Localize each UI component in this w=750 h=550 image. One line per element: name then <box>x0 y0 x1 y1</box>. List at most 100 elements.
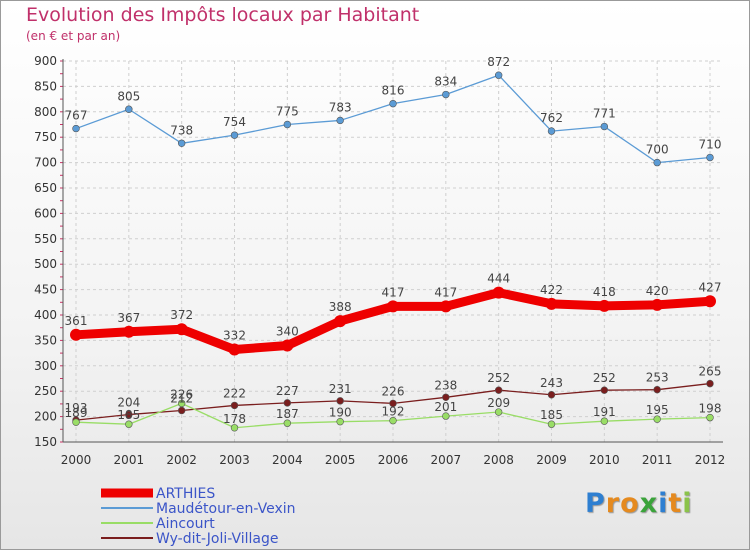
data-point <box>492 286 505 299</box>
proxiti-logo: Proxiti <box>585 488 693 519</box>
data-point <box>283 419 292 427</box>
data-label: 209 <box>487 396 510 410</box>
data-point <box>283 399 292 407</box>
logo-letter: i <box>658 488 669 519</box>
data-label: 238 <box>434 378 457 392</box>
logo-letter: t <box>668 488 683 519</box>
data-point <box>706 413 714 422</box>
data-label: 805 <box>117 89 140 103</box>
data-label: 388 <box>329 300 352 314</box>
data-point <box>125 420 133 428</box>
data-point <box>653 415 661 423</box>
data-point <box>125 105 133 113</box>
x-tick-label: 2010 <box>589 453 620 467</box>
x-tick-label: 2008 <box>483 453 514 467</box>
data-label: 754 <box>223 115 246 129</box>
data-label: 195 <box>646 403 669 417</box>
legend-label: ARTHIES <box>156 486 215 502</box>
data-label: 372 <box>170 308 193 322</box>
data-label: 187 <box>276 407 299 421</box>
data-label: 193 <box>65 401 88 415</box>
data-label: 178 <box>223 412 246 426</box>
data-point <box>72 418 80 426</box>
data-label: 700 <box>646 143 669 157</box>
y-tick-label: 850 <box>34 79 57 93</box>
data-point <box>439 300 452 313</box>
data-point <box>547 127 556 135</box>
x-tick-label: 2005 <box>325 453 356 467</box>
data-point <box>442 90 450 99</box>
data-point <box>72 124 80 133</box>
data-point <box>122 325 135 338</box>
data-point <box>336 397 344 405</box>
x-tick-label: 2007 <box>431 453 462 467</box>
data-label: 420 <box>646 284 669 298</box>
data-label: 189 <box>65 406 88 420</box>
y-tick-label: 550 <box>34 232 57 246</box>
chart-subtitle: (en € et par an) <box>26 29 121 43</box>
data-label: 418 <box>593 285 616 299</box>
data-point <box>389 399 397 408</box>
y-tick-label: 750 <box>34 130 57 144</box>
y-tick-label: 600 <box>34 206 57 220</box>
data-label: 190 <box>329 406 352 420</box>
data-point <box>283 120 292 129</box>
data-point <box>545 297 558 310</box>
logo-letter: P <box>585 488 606 519</box>
data-label: 771 <box>593 107 616 121</box>
data-point <box>653 158 661 167</box>
data-label: 417 <box>382 285 405 299</box>
data-label: 767 <box>65 109 88 123</box>
x-tick-label: 2001 <box>114 453 145 467</box>
data-label: 265 <box>699 365 722 379</box>
logo-letter: x <box>639 488 659 519</box>
data-point <box>706 153 714 162</box>
data-label: 361 <box>65 314 88 328</box>
logo-letter: o <box>620 488 640 519</box>
legend-label: Wy-dit-Joli-Village <box>156 531 279 547</box>
x-tick-label: 2009 <box>536 453 567 467</box>
data-label: 231 <box>329 382 352 396</box>
data-label: 816 <box>382 84 405 98</box>
data-label: 191 <box>593 405 616 419</box>
data-label: 775 <box>276 105 299 119</box>
data-label: 252 <box>593 371 616 385</box>
data-label: 710 <box>699 138 722 152</box>
x-tick-label: 2012 <box>695 453 726 467</box>
data-point <box>125 410 133 419</box>
data-label: 227 <box>276 384 299 398</box>
legend-label: Aincourt <box>156 516 215 532</box>
y-tick-label: 450 <box>34 283 57 297</box>
chart-title: Evolution des Impôts locaux par Habitant <box>26 4 420 26</box>
data-label: 212 <box>170 392 193 406</box>
data-point <box>389 99 397 108</box>
data-label: 417 <box>434 285 457 299</box>
data-label: 204 <box>117 396 140 410</box>
data-point <box>228 343 241 356</box>
data-label: 226 <box>382 384 405 398</box>
x-tick-label: 2004 <box>272 453 303 467</box>
data-point <box>230 424 239 432</box>
data-point <box>600 386 609 394</box>
data-point <box>653 385 661 394</box>
y-tick-label: 150 <box>34 435 57 449</box>
y-tick-label: 900 <box>34 54 57 68</box>
y-tick-label: 300 <box>34 359 57 373</box>
data-point <box>336 417 344 426</box>
y-tick-label: 350 <box>34 333 57 347</box>
data-point <box>387 300 399 313</box>
data-point <box>177 406 186 415</box>
y-tick-label: 250 <box>34 384 57 398</box>
data-label: 185 <box>540 408 563 422</box>
y-tick-label: 200 <box>34 410 57 424</box>
data-label: 332 <box>223 329 246 343</box>
data-point <box>706 379 714 388</box>
data-point <box>442 412 450 420</box>
y-tick-label: 400 <box>34 308 57 322</box>
y-tick-label: 500 <box>34 257 57 271</box>
data-point <box>704 295 716 308</box>
data-point <box>334 315 347 328</box>
data-point <box>281 339 294 352</box>
data-label: 198 <box>699 402 722 416</box>
